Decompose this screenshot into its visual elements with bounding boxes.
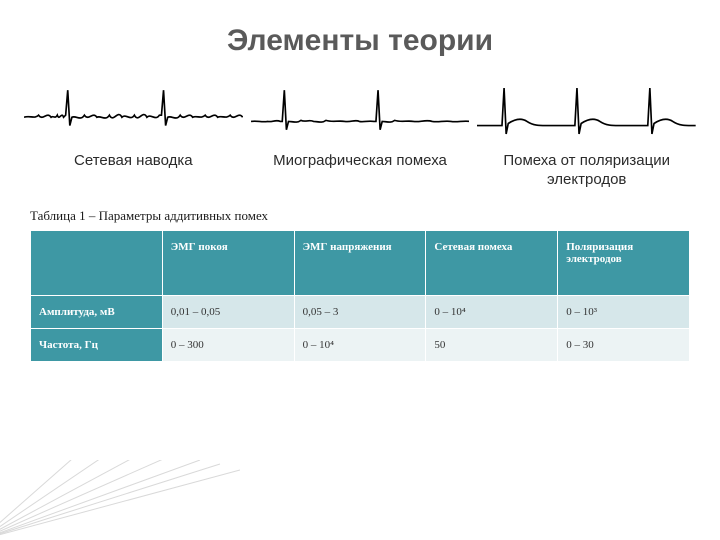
table-title: Таблица 1 – Параметры аддитивных помех: [0, 200, 720, 230]
table-cell: 0 – 30: [558, 328, 690, 361]
table-header-cell: Сетевая помеха: [426, 230, 558, 295]
table-header-corner: [31, 230, 163, 295]
table-header-cell: ЭМГ покоя: [162, 230, 294, 295]
table-cell: 0,05 – 3: [294, 295, 426, 328]
table-cell: 0 – 300: [162, 328, 294, 361]
signals-row: [0, 58, 720, 152]
table-cell: 50: [426, 328, 558, 361]
signal-caption-2: Миографическая помеха: [251, 152, 470, 190]
waveform-icon: [477, 76, 696, 146]
signal-panel-2: [251, 76, 470, 146]
signal-caption-1: Сетевая наводка: [24, 152, 243, 190]
page-title: Элементы теории: [0, 0, 720, 58]
row-label: Частота, Гц: [31, 328, 163, 361]
signal-panel-1: [24, 76, 243, 146]
table-cell: 0,01 – 0,05: [162, 295, 294, 328]
table-header-cell: ЭМГ напряжения: [294, 230, 426, 295]
table-header-cell: Поляризация электродов: [558, 230, 690, 295]
signal-caption-3: Помеха от поляризации электродов: [477, 152, 696, 190]
captions-row: Сетевая наводка Миографическая помеха По…: [0, 152, 720, 200]
row-label: Амплитуда, мВ: [31, 295, 163, 328]
waveform-icon: [251, 76, 470, 146]
table-row: Амплитуда, мВ 0,01 – 0,05 0,05 – 3 0 – 1…: [31, 295, 690, 328]
table-row: Частота, Гц 0 – 300 0 – 10⁴ 50 0 – 30: [31, 328, 690, 361]
waveform-icon: [24, 76, 243, 146]
table-cell: 0 – 10⁴: [426, 295, 558, 328]
signal-panel-3: [477, 76, 696, 146]
table-cell: 0 – 10⁴: [294, 328, 426, 361]
table-cell: 0 – 10³: [558, 295, 690, 328]
slide: Элементы теории Сетевая наводка Миографи…: [0, 0, 720, 540]
table-header-row: ЭМГ покоя ЭМГ напряжения Сетевая помеха …: [31, 230, 690, 295]
params-table: ЭМГ покоя ЭМГ напряжения Сетевая помеха …: [30, 230, 690, 362]
decorative-lines-icon: [0, 460, 240, 540]
